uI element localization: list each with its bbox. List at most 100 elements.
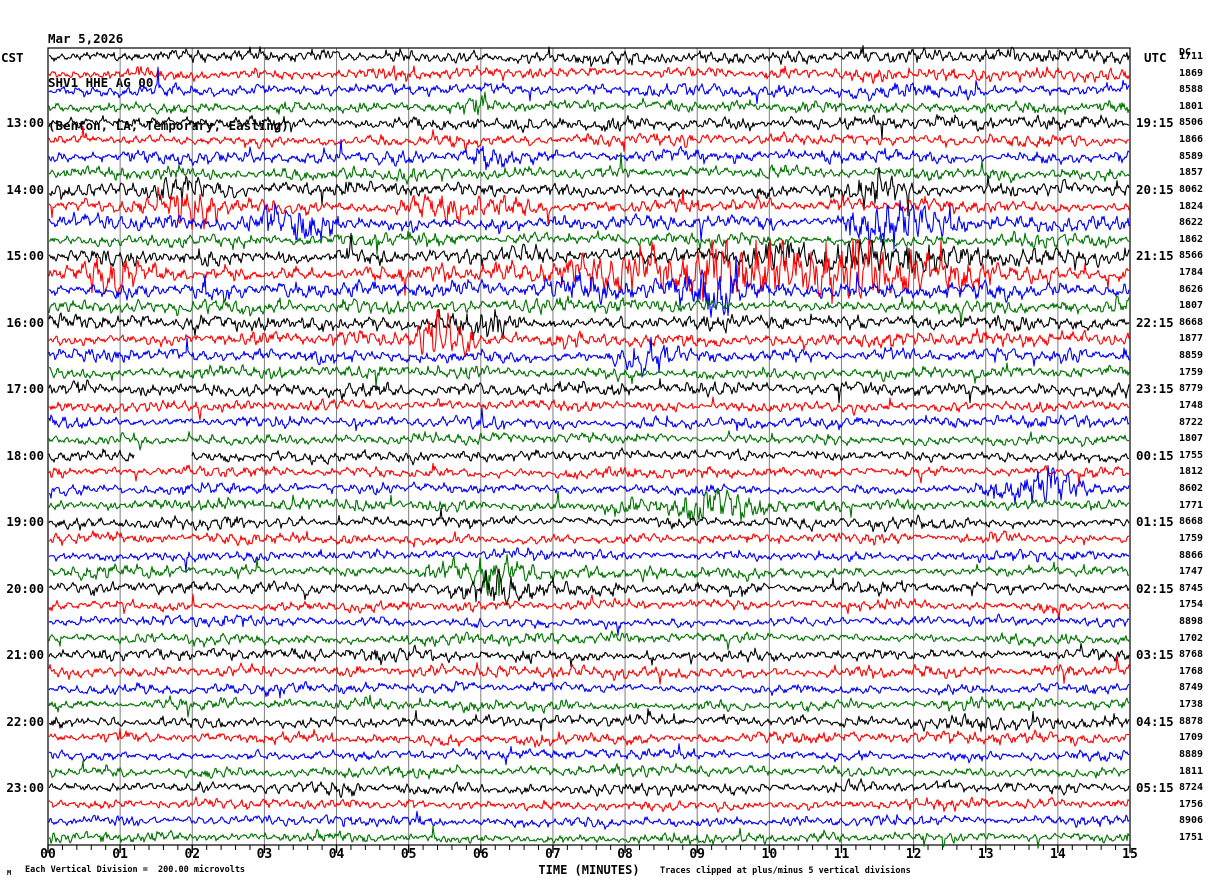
- trace-counts-value: 1877: [1179, 333, 1204, 345]
- seismogram-trace: [49, 465, 1130, 505]
- seismogram-trace: [48, 796, 1130, 813]
- seismogram-trace: [48, 186, 1130, 230]
- seismogram-trace: [48, 167, 1130, 217]
- utc-time-label: 00:15: [1136, 447, 1174, 463]
- utc-time-label: 21:15: [1136, 248, 1174, 264]
- trace-counts-value: 1768: [1179, 665, 1204, 677]
- trace-counts-value: 1756: [1179, 798, 1204, 810]
- trace-counts-value: 8602: [1179, 483, 1204, 495]
- trace-counts-value: 1754: [1179, 599, 1204, 611]
- seismogram-trace: [48, 396, 1130, 421]
- trace-counts-value: 8668: [1179, 316, 1204, 328]
- trace-counts-value: 1862: [1179, 233, 1204, 245]
- trace-counts-value: 8626: [1179, 283, 1204, 295]
- seismogram-trace: [48, 810, 1130, 830]
- trace-counts-value: 1811: [1179, 765, 1204, 777]
- right-axis-title: UTC: [1144, 50, 1167, 65]
- seismogram-trace: [48, 507, 1130, 533]
- trace-counts-value: 1709: [1179, 732, 1204, 744]
- seismogram-trace: [48, 308, 1130, 340]
- seismogram-trace: [48, 462, 1130, 487]
- trace-counts-value: 8668: [1179, 516, 1204, 528]
- seismogram-trace: [48, 114, 1130, 141]
- x-tick-label: 09: [689, 847, 706, 862]
- trace-counts-value: 1784: [1179, 267, 1204, 279]
- x-tick-label: 04: [328, 847, 345, 862]
- seismogram-trace: [48, 239, 1130, 305]
- trace-counts-value: 1711 DC: [1179, 47, 1204, 62]
- x-tick-label: 00: [40, 847, 56, 862]
- utc-time-label: 20:15: [1136, 181, 1174, 197]
- trace-counts-value: 8622: [1179, 217, 1204, 229]
- utc-time-label: 05:15: [1136, 780, 1174, 796]
- seismogram-trace: [48, 362, 1130, 387]
- x-tick-label: 12: [905, 847, 922, 862]
- cst-time-label: 19:00: [6, 514, 44, 530]
- utc-time-label: 04:15: [1136, 713, 1174, 729]
- seismogram-trace: [48, 152, 1130, 185]
- trace-counts-value: 8749: [1179, 682, 1204, 694]
- trace-counts-value: 8779: [1179, 383, 1204, 395]
- cst-time-label: 22:00: [6, 713, 44, 729]
- trace-counts-value: 1869: [1179, 67, 1204, 79]
- trace-counts-value: 8745: [1179, 582, 1204, 594]
- trace-counts-value: 1824: [1179, 200, 1204, 212]
- left-axis-title: CST: [1, 50, 24, 65]
- trace-counts-value: 1807: [1179, 433, 1204, 445]
- watermark-m: M: [7, 869, 12, 877]
- trace-counts-value: 1801: [1179, 100, 1204, 112]
- seismogram-trace: [48, 613, 1130, 636]
- x-tick-label: 13: [977, 847, 994, 862]
- trace-counts-value: 1738: [1179, 699, 1204, 711]
- trace-counts-value: 8898: [1179, 615, 1204, 627]
- cst-time-label: 21:00: [6, 647, 44, 663]
- seismogram-trace: [48, 643, 1130, 667]
- cst-time-label: 13:00: [6, 115, 44, 131]
- seismogram-trace: [48, 655, 1130, 685]
- seismogram-trace: [48, 530, 1130, 548]
- seismogram-trace: [48, 139, 1130, 171]
- trace-counts-value: 1751: [1179, 832, 1204, 843]
- x-tick-label: 03: [256, 847, 273, 862]
- trace-counts-value: 1812: [1179, 466, 1204, 478]
- seismogram-trace: [48, 760, 1130, 780]
- seismogram-trace: [48, 308, 1130, 358]
- seismogram-trace: [48, 447, 1130, 466]
- trace-counts-value: 8506: [1179, 117, 1204, 129]
- seismogram-trace: [48, 553, 1130, 597]
- cst-time-label: 15:00: [6, 248, 44, 264]
- trace-counts-value: 8589: [1179, 150, 1204, 162]
- trace-counts-value: 1807: [1179, 300, 1204, 312]
- seismogram-trace: [48, 230, 1130, 255]
- seismogram-trace: [48, 64, 1130, 84]
- seismogram-trace: [48, 680, 1130, 699]
- seismogram-trace: [48, 232, 1130, 274]
- scale-note: Each Vertical Division = 200.00 microvol…: [25, 865, 246, 875]
- trace-counts-value: 1747: [1179, 566, 1204, 578]
- trace-counts-value: 8906: [1179, 815, 1204, 827]
- seismogram-trace: [48, 694, 1130, 718]
- trace-counts-value: 8889: [1179, 748, 1204, 760]
- utc-time-label: 01:15: [1136, 514, 1174, 530]
- utc-time-label: 19:15: [1136, 115, 1174, 131]
- cst-time-label: 16:00: [6, 314, 44, 330]
- trace-counts-value: 8722: [1179, 416, 1204, 428]
- seismogram-trace: [48, 630, 1130, 651]
- x-tick-label: 07: [545, 847, 561, 862]
- x-tick-label: 15: [1122, 847, 1138, 862]
- seismogram-trace: [48, 547, 1130, 572]
- trace-counts-value: 1748: [1179, 399, 1204, 411]
- trace-counts-value: 8878: [1179, 715, 1204, 727]
- x-tick-label: 06: [472, 847, 489, 862]
- trace-counts-value: 1759: [1179, 366, 1204, 378]
- seismogram-trace: [48, 728, 1130, 748]
- x-tick-label: 10: [761, 847, 778, 862]
- plot-frame: [47, 47, 1131, 846]
- trace-counts-value: 1702: [1179, 632, 1204, 644]
- seismogram-trace: [48, 200, 1130, 250]
- seismogram-trace: [48, 256, 1130, 318]
- trace-counts-value: 8724: [1179, 782, 1204, 794]
- x-axis-title: TIME (MINUTES): [538, 863, 640, 877]
- seismogram-trace: [48, 378, 1130, 404]
